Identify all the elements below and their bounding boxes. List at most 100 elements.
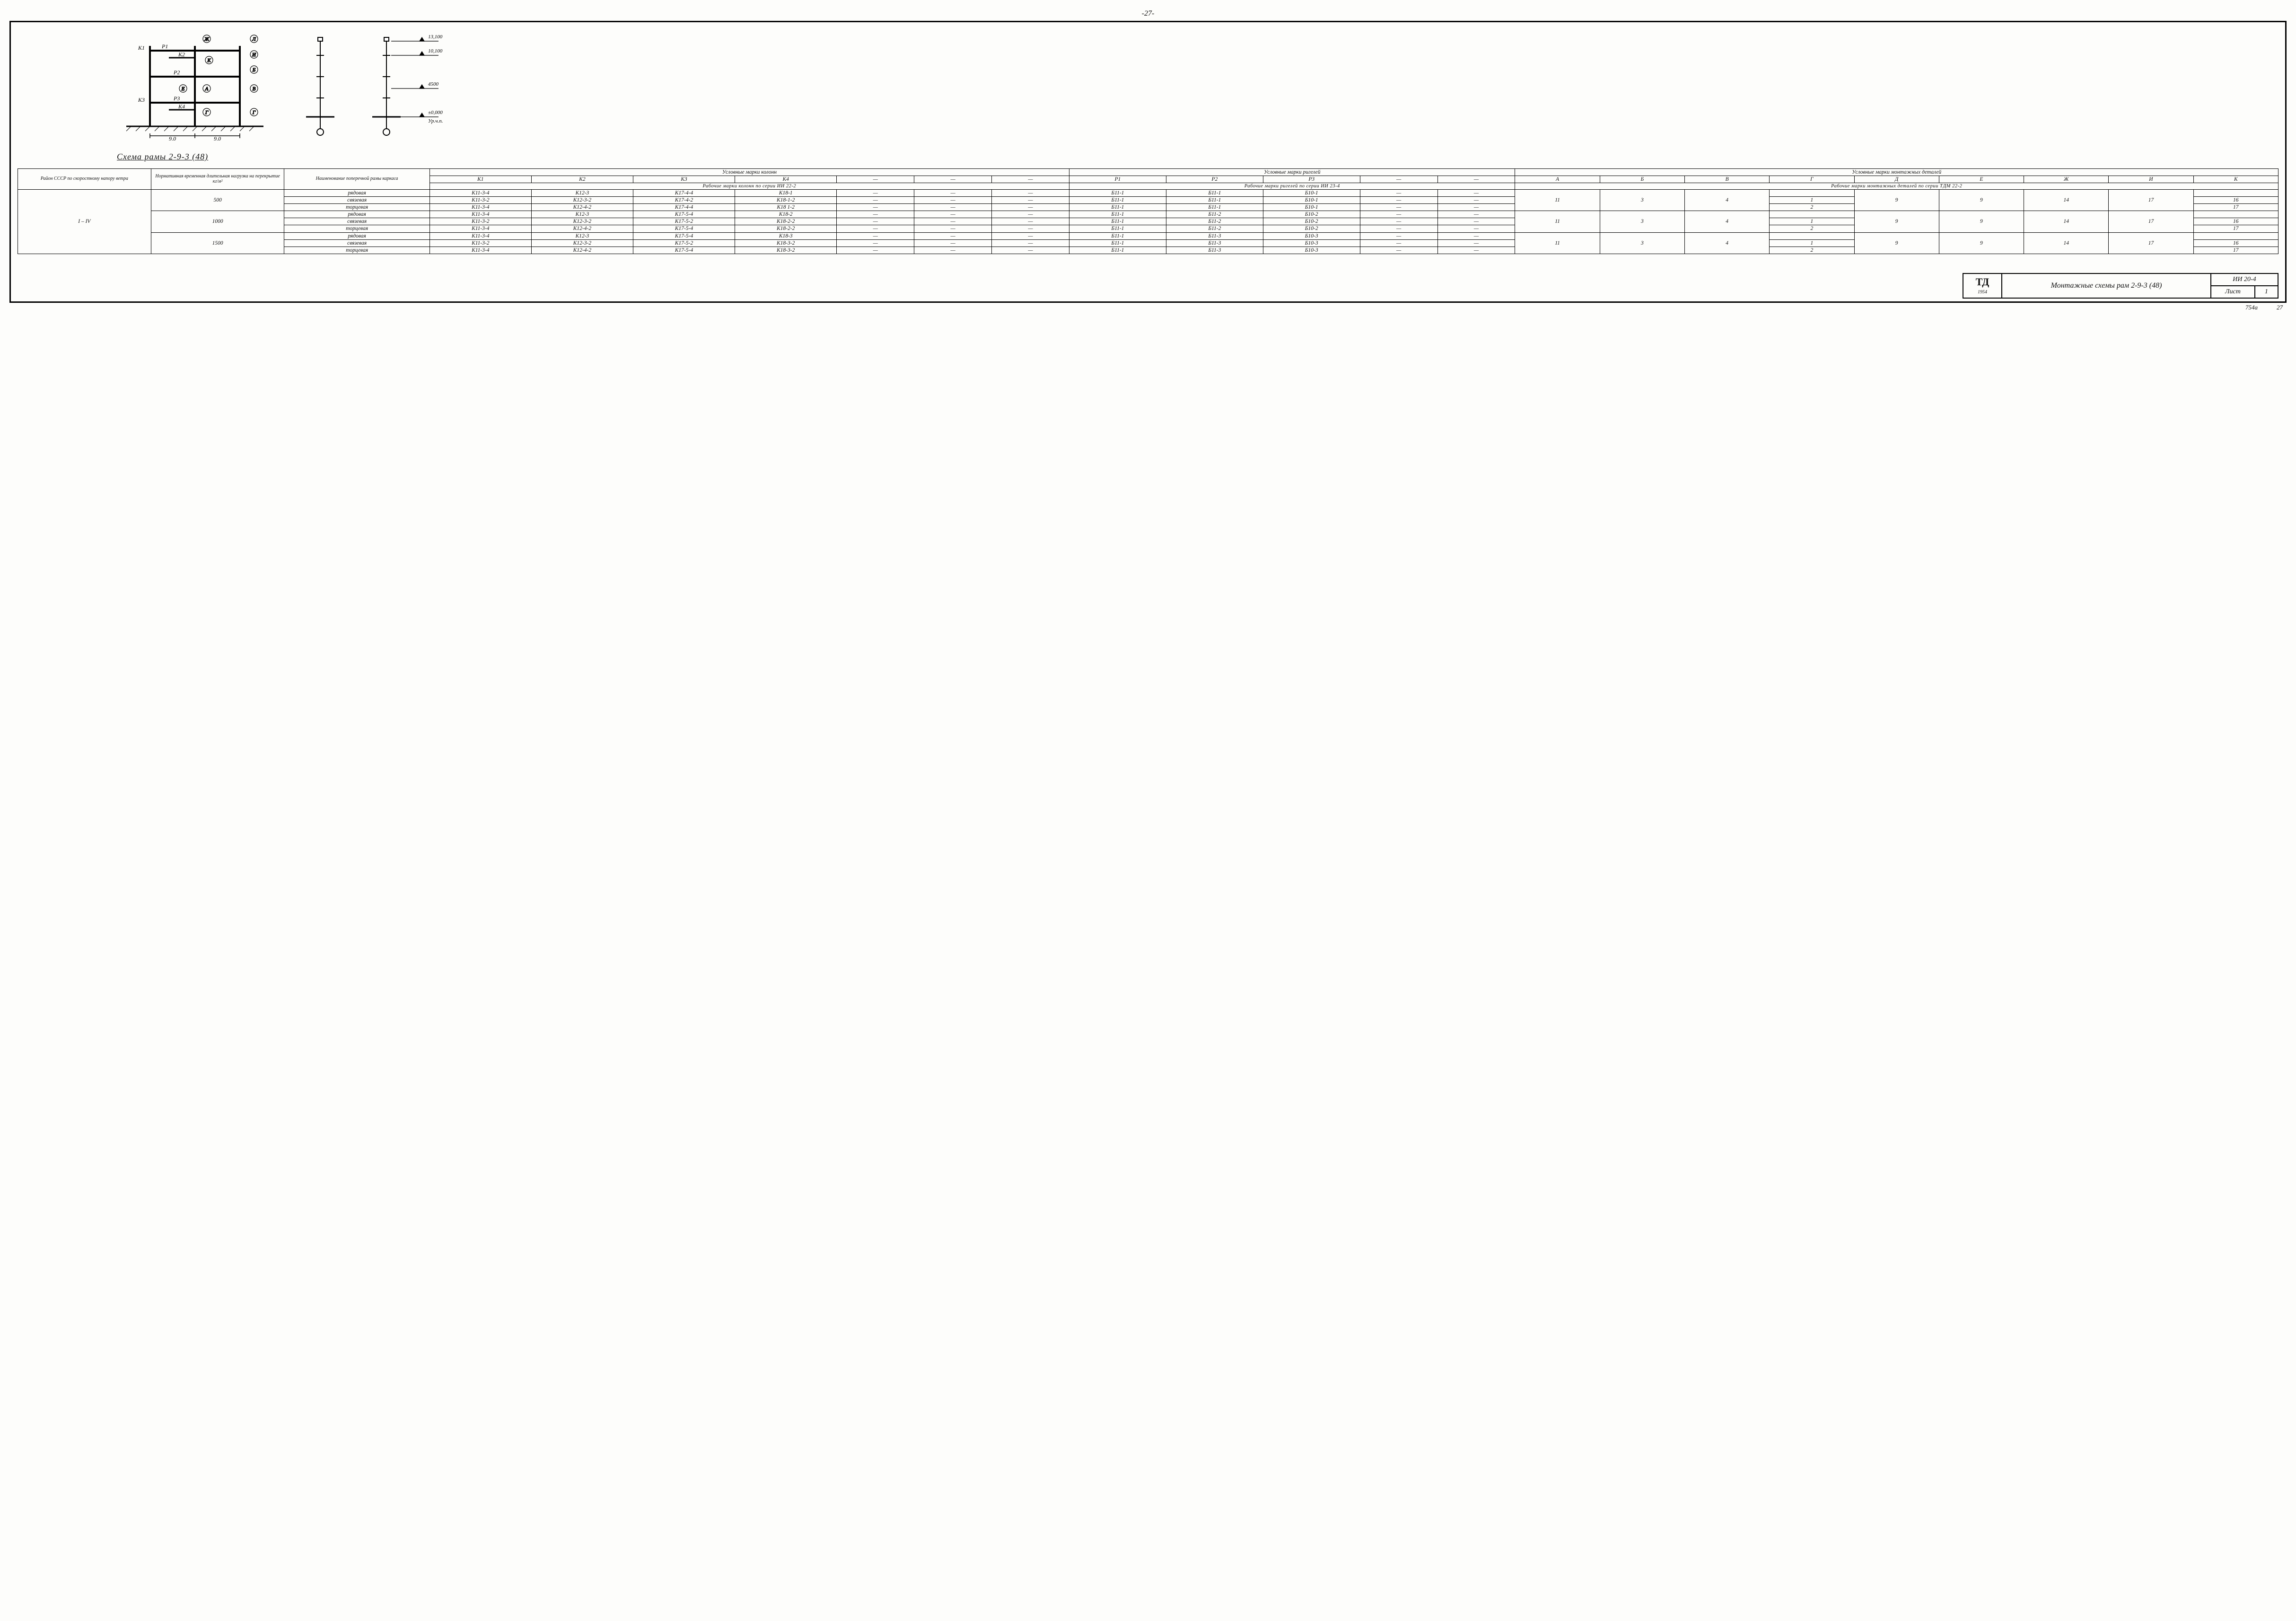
diagram-area: Ж Л И К Б Е А В Г Г К1 К2 К3 К4 Р1 Р2 Р3… bbox=[18, 27, 2278, 150]
cell-girder-mark: — bbox=[1360, 218, 1437, 225]
cell-frame: рядовая bbox=[284, 232, 429, 239]
cell-column-mark: К11-3-2 bbox=[429, 218, 531, 225]
cell-detail-mark: 2 bbox=[1770, 247, 1854, 254]
cell-load: 500 bbox=[151, 190, 284, 211]
svg-text:Ур.ч.п.: Ур.ч.п. bbox=[428, 118, 443, 124]
cell-girder-mark: Б10-3 bbox=[1263, 239, 1360, 247]
cell-column-mark: — bbox=[914, 218, 992, 225]
svg-text:К1: К1 bbox=[138, 44, 145, 51]
cell-detail-mark: 9 bbox=[1854, 190, 1939, 211]
cell-region: I – IV bbox=[18, 190, 151, 254]
cell-column-mark: К11-3-4 bbox=[429, 211, 531, 218]
cell-detail-mark: 14 bbox=[2024, 232, 2109, 254]
cell-girder-mark: Б11-2 bbox=[1166, 218, 1263, 225]
cell-detail-mark: 9 bbox=[1939, 232, 2024, 254]
cell-girder-mark: Б11-1 bbox=[1166, 204, 1263, 211]
cell-girder-mark: — bbox=[1360, 211, 1437, 218]
cell-column-mark: — bbox=[914, 225, 992, 232]
cell-column-mark: — bbox=[992, 232, 1069, 239]
footer-right: 27 bbox=[2277, 304, 2283, 311]
cell-frame: торцевая bbox=[284, 204, 429, 211]
cell-detail-mark: 16 bbox=[2193, 239, 2278, 247]
cell-girder-mark: — bbox=[1437, 197, 1515, 204]
cell-detail-mark: 3 bbox=[1600, 232, 1684, 254]
cell-detail-mark: 9 bbox=[1939, 211, 2024, 232]
cell-girder-mark: Б10-1 bbox=[1263, 204, 1360, 211]
cell-column-mark: К11-3-4 bbox=[429, 190, 531, 197]
cell-girder-mark: — bbox=[1437, 247, 1515, 254]
cell-detail-mark bbox=[1770, 211, 1854, 218]
cell-detail-mark: 14 bbox=[2024, 190, 2109, 211]
cell-column-mark: К11-3-4 bbox=[429, 204, 531, 211]
cell-column-mark: К11-3-4 bbox=[429, 247, 531, 254]
cell-girder-mark: Б11-1 bbox=[1069, 197, 1166, 204]
cell-column-mark: К18-2 bbox=[735, 211, 837, 218]
cell-girder-mark: Б10-3 bbox=[1263, 247, 1360, 254]
th-columns-group: Условные марки колонн bbox=[429, 169, 1069, 176]
cell-frame: торцевая bbox=[284, 225, 429, 232]
cell-column-mark: — bbox=[992, 204, 1069, 211]
cell-girder-mark: Б11-2 bbox=[1166, 211, 1263, 218]
logo-year: 1954 bbox=[1978, 290, 1987, 295]
cell-girder-mark: Б11-3 bbox=[1166, 239, 1263, 247]
cell-column-mark: К12-4-2 bbox=[531, 225, 633, 232]
title-block: ТД 1954 Монтажные схемы рам 2-9-3 (48) И… bbox=[18, 273, 2278, 299]
cell-detail-mark: 2 bbox=[1770, 225, 1854, 232]
cell-girder-mark: Б11-3 bbox=[1166, 232, 1263, 239]
cell-column-mark: — bbox=[992, 239, 1069, 247]
cell-detail-mark: 17 bbox=[2193, 225, 2278, 232]
footer-left: 754а bbox=[2245, 304, 2258, 311]
drawing-title: Монтажные схемы рам 2-9-3 (48) bbox=[2002, 273, 2211, 298]
cell-girder-mark: Б10-1 bbox=[1263, 197, 1360, 204]
cell-detail-mark: 11 bbox=[1515, 190, 1600, 211]
cell-column-mark: — bbox=[837, 218, 914, 225]
cell-girder-mark: Б10-3 bbox=[1263, 232, 1360, 239]
cell-frame: связевая bbox=[284, 218, 429, 225]
cell-girder-mark: — bbox=[1437, 190, 1515, 197]
cell-column-mark: К18 1-2 bbox=[735, 204, 837, 211]
svg-text:Л: Л bbox=[252, 36, 256, 42]
th-girders-group: Условные марки ригелей bbox=[1069, 169, 1515, 176]
cell-girder-mark: Б11-1 bbox=[1069, 239, 1166, 247]
svg-text:Г: Г bbox=[205, 110, 209, 115]
th-load: Нормативная временная длительная нагрузк… bbox=[151, 169, 284, 190]
cell-column-mark: — bbox=[914, 247, 992, 254]
cell-frame: связевая bbox=[284, 239, 429, 247]
svg-text:В: В bbox=[253, 86, 256, 92]
svg-text:Р3: Р3 bbox=[173, 95, 180, 102]
cell-girder-mark: — bbox=[1437, 211, 1515, 218]
cell-detail-mark: 16 bbox=[2193, 218, 2278, 225]
cell-frame: связевая bbox=[284, 197, 429, 204]
cell-girder-mark: — bbox=[1437, 232, 1515, 239]
cell-detail-mark: 11 bbox=[1515, 211, 1600, 232]
svg-text:9,0: 9,0 bbox=[214, 135, 221, 141]
cell-column-mark: К18-3-2 bbox=[735, 239, 837, 247]
cell-frame: торцевая bbox=[284, 247, 429, 254]
cell-column-mark: — bbox=[992, 190, 1069, 197]
svg-text:Г: Г bbox=[252, 110, 256, 115]
cell-detail-mark: 1 bbox=[1770, 218, 1854, 225]
th-frame: Наименование поперечной рамы каркаса bbox=[284, 169, 429, 190]
cell-detail-mark: 4 bbox=[1685, 211, 1770, 232]
svg-text:4500: 4500 bbox=[428, 81, 439, 87]
sheet-label: Лист bbox=[2211, 286, 2255, 298]
cell-girder-mark: — bbox=[1360, 204, 1437, 211]
svg-text:Ж: Ж bbox=[204, 36, 210, 42]
cell-column-mark: К18-1-2 bbox=[735, 197, 837, 204]
cell-girder-mark: Б11-1 bbox=[1069, 225, 1166, 232]
svg-text:10,100: 10,100 bbox=[428, 48, 443, 54]
cell-girder-mark: — bbox=[1360, 247, 1437, 254]
table-row: 1000рядоваяК11-3-4К12-3К17-5-4К18-2———Б1… bbox=[18, 211, 2278, 218]
cell-column-mark: К12-3 bbox=[531, 190, 633, 197]
svg-text:Б: Б bbox=[252, 67, 256, 73]
cell-detail-mark bbox=[2193, 232, 2278, 239]
cell-detail-mark: 17 bbox=[2193, 204, 2278, 211]
cell-column-mark: — bbox=[837, 204, 914, 211]
cell-column-mark: К17-5-4 bbox=[633, 247, 735, 254]
svg-text:К4: К4 bbox=[178, 103, 185, 110]
cell-column-mark: — bbox=[992, 247, 1069, 254]
cell-girder-mark: Б11-1 bbox=[1069, 218, 1166, 225]
cell-column-mark: К17-5-2 bbox=[633, 218, 735, 225]
cell-column-mark: — bbox=[837, 197, 914, 204]
cell-column-mark: К17-4-2 bbox=[633, 197, 735, 204]
